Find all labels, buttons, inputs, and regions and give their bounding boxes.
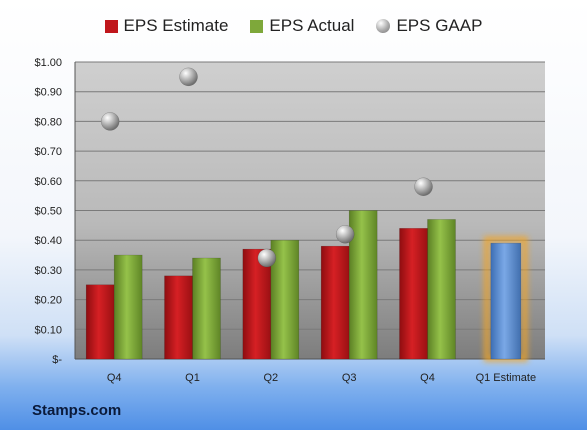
bar-eps-estimate: [242, 248, 272, 360]
legend-label-gaap: EPS GAAP: [396, 16, 483, 35]
legend-swatch-gaap: [376, 19, 391, 33]
x-tick-label: Q4: [107, 372, 122, 384]
legend-swatch-estimate: [104, 19, 118, 33]
y-tick-label: $1.00: [34, 57, 62, 69]
bar-eps-estimate: [320, 245, 350, 360]
bar-eps-estimate: [164, 275, 193, 360]
x-tick-label: Q3: [342, 372, 357, 384]
bar-eps-actual: [113, 254, 143, 360]
point-eps-gaap: [414, 177, 433, 196]
chart-legend: EPS Estimate EPS Actual EPS GAAP: [0, 16, 587, 36]
legend-swatch-actual: [250, 19, 264, 33]
legend-item-actual: EPS Actual: [250, 16, 354, 36]
point-eps-gaap: [335, 225, 355, 244]
x-tick-label: Q2: [263, 372, 278, 384]
x-tick-label: Q4: [420, 372, 435, 384]
y-tick-label: $0.30: [34, 265, 62, 277]
legend-label-estimate: EPS Estimate: [123, 16, 229, 35]
point-eps-gaap: [100, 112, 120, 131]
y-tick-label: $-: [52, 354, 62, 366]
y-tick-label: $0.90: [34, 87, 62, 99]
y-tick-label: $0.10: [34, 324, 62, 336]
point-eps-gaap: [179, 67, 198, 87]
point-eps-gaap: [257, 248, 277, 268]
y-tick-label: $0.70: [34, 146, 62, 158]
bar-q1-estimate: [490, 242, 522, 360]
x-tick-label: Q1 Estimate: [476, 372, 537, 384]
bar-eps-actual: [192, 257, 221, 360]
x-tick-label: Q1: [185, 372, 200, 384]
bar-eps-estimate: [399, 228, 428, 360]
y-tick-label: $0.20: [34, 295, 62, 307]
legend-label-actual: EPS Actual: [269, 16, 355, 35]
bar-eps-estimate: [85, 284, 115, 360]
y-tick-label: $0.50: [34, 206, 62, 218]
y-tick-label: $0.80: [34, 116, 62, 128]
y-tick-label: $0.60: [34, 176, 62, 188]
legend-item-estimate: EPS Estimate: [104, 16, 229, 36]
bar-eps-actual: [427, 219, 456, 360]
legend-item-gaap: EPS GAAP: [376, 16, 482, 36]
y-tick-label: $0.40: [34, 235, 62, 247]
brand-label: Stamps.com: [32, 402, 122, 419]
